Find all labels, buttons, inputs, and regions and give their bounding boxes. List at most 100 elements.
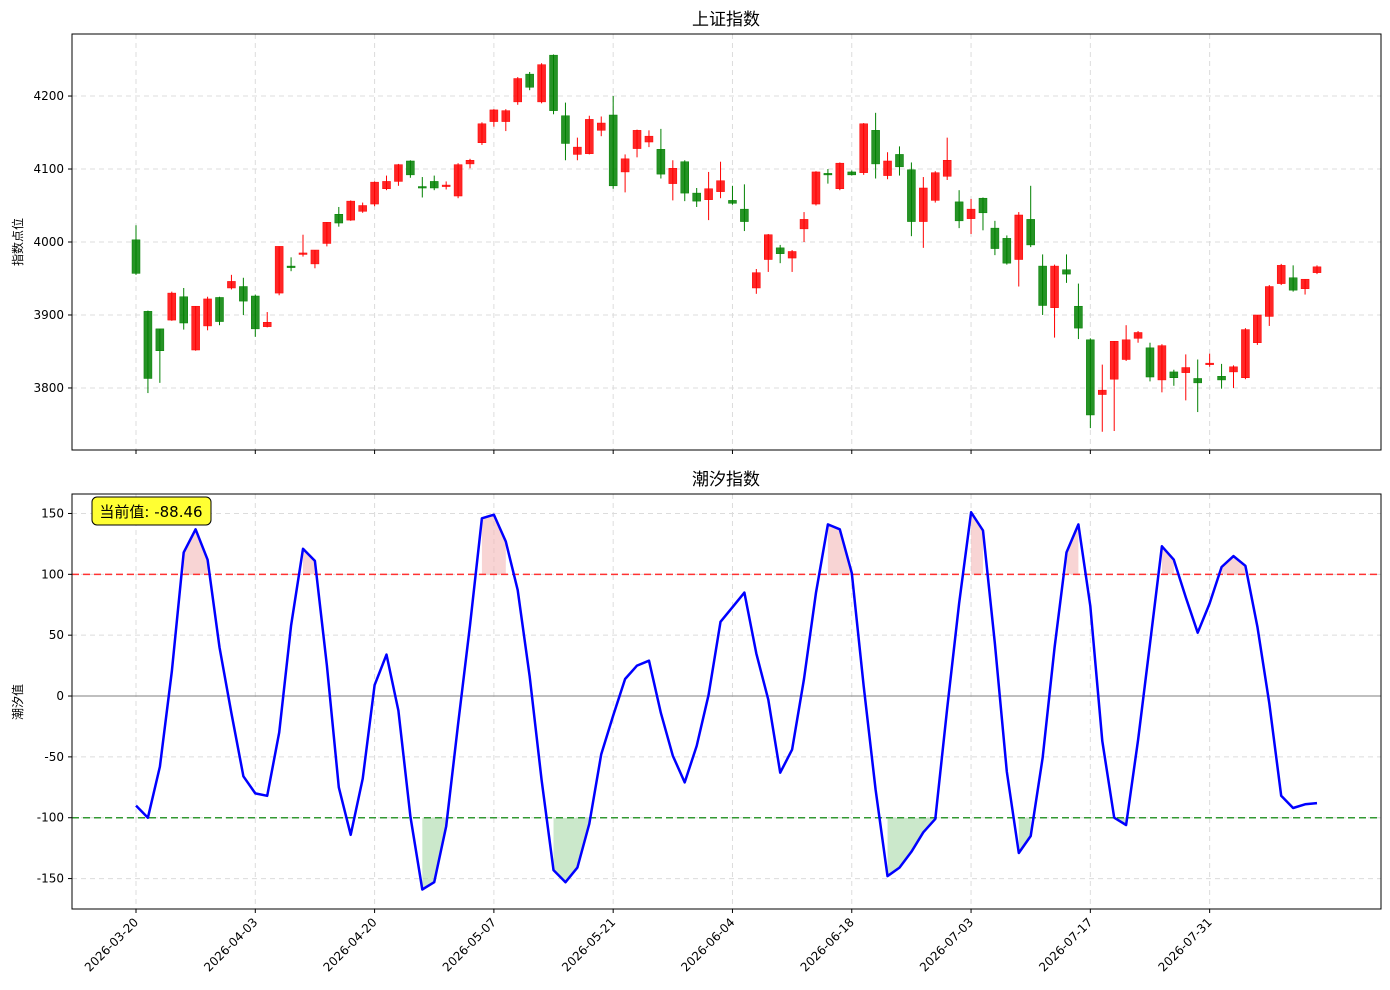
candle-up — [489, 109, 499, 127]
top-ytick-label: 3800 — [33, 381, 64, 395]
candle-body — [382, 181, 391, 189]
top-chart-title: 上证指数 — [692, 10, 760, 30]
candle-down — [823, 169, 833, 184]
candle-body — [477, 123, 487, 143]
candle-body — [1169, 371, 1179, 378]
overbought-fill — [303, 548, 315, 575]
candle-up — [274, 246, 284, 296]
candle-body — [167, 292, 177, 321]
candle-body — [1300, 278, 1310, 289]
candle-body — [1026, 219, 1035, 246]
candle-body — [525, 73, 534, 88]
candle-body — [346, 200, 355, 221]
candle-up — [716, 161, 725, 199]
candle-body — [1217, 376, 1226, 381]
candle-body — [883, 160, 892, 176]
bottom-ytick-label: -150 — [37, 872, 64, 886]
candle-up — [1312, 265, 1322, 275]
candle-body — [1062, 269, 1071, 275]
candle-body — [1276, 265, 1286, 284]
x-tick-label: 2026-03-20 — [82, 915, 141, 974]
overbought-fill — [183, 529, 208, 575]
candle-body — [1288, 277, 1298, 291]
candle-body — [942, 160, 952, 177]
candle-body — [752, 272, 761, 289]
candle-body — [632, 130, 642, 149]
bottom-plot-frame — [71, 493, 1382, 910]
candle-body — [179, 296, 188, 324]
x-tick-label: 2026-04-03 — [201, 915, 260, 974]
candle-down — [740, 184, 749, 232]
candle-down — [1193, 359, 1202, 413]
candle-up — [310, 249, 320, 269]
x-tick-label: 2026-05-21 — [559, 915, 618, 974]
candle-body — [1002, 238, 1012, 264]
top-y-ticks: 3800 3900 4000 4100 4200 — [33, 89, 72, 395]
candle-up — [227, 274, 236, 290]
candle-up — [1276, 263, 1286, 286]
candle-up — [358, 202, 367, 213]
candle-down — [1026, 185, 1035, 248]
candle-body — [203, 298, 212, 327]
candle-up — [1205, 353, 1214, 367]
x-tick-label: 2026-07-03 — [917, 915, 976, 974]
candle-up — [799, 212, 809, 242]
candle-down — [429, 175, 439, 191]
candle-up — [811, 171, 821, 206]
overbought-fill — [1161, 546, 1174, 575]
candle-down — [895, 146, 904, 176]
annotation-text: 当前值: -88.46 — [99, 503, 202, 521]
candle-up — [537, 63, 546, 104]
candle-up — [1300, 278, 1310, 295]
candle-body — [262, 322, 272, 327]
candle-body — [596, 122, 606, 131]
candle-up — [322, 222, 332, 247]
candle-body — [274, 246, 284, 294]
candle-down — [1002, 235, 1012, 265]
candle-down — [990, 220, 1000, 256]
candle-body — [585, 119, 594, 154]
candle-body — [239, 286, 248, 302]
candle-body — [811, 171, 821, 205]
candle-up — [1050, 264, 1059, 338]
candle-body — [1086, 339, 1095, 416]
bottom-chart-title: 潮汐指数 — [692, 470, 760, 490]
candle-body — [1014, 214, 1024, 260]
candle-body — [787, 251, 797, 259]
candle-body — [931, 172, 940, 201]
candle-up — [262, 312, 272, 328]
candle-up — [704, 171, 713, 221]
candle-body — [286, 265, 296, 268]
top-x-ticks — [135, 450, 1211, 454]
x-tick-label: 2026-05-07 — [440, 915, 499, 974]
candle-body — [370, 181, 379, 205]
candle-down — [978, 197, 988, 231]
oversold-fill — [887, 817, 936, 877]
candle-body — [847, 171, 857, 176]
top-grid — [72, 34, 1381, 450]
candle-down — [680, 160, 689, 202]
candle-up — [859, 123, 868, 175]
candle-body — [513, 78, 522, 103]
candle-body — [966, 208, 976, 219]
candle-body — [871, 130, 880, 165]
candle-up — [1109, 341, 1119, 432]
candle-body — [1145, 347, 1155, 378]
reference-lines — [72, 573, 1381, 819]
candle-up — [1121, 325, 1131, 361]
candle-down — [692, 187, 701, 207]
candle-body — [1265, 286, 1274, 317]
candle-down — [847, 170, 857, 176]
top-ytick-label: 4100 — [33, 162, 64, 176]
candle-up — [596, 116, 606, 137]
candle-up — [1133, 331, 1143, 343]
candle-up — [1241, 328, 1250, 380]
candle-body — [764, 234, 773, 260]
threshold-fills — [183, 512, 1246, 890]
candle-down — [728, 185, 737, 205]
candle-body — [1241, 329, 1250, 378]
candle-up — [1098, 364, 1107, 432]
candle-down — [871, 112, 880, 179]
candle-up — [370, 181, 379, 207]
candle-up — [382, 175, 391, 191]
